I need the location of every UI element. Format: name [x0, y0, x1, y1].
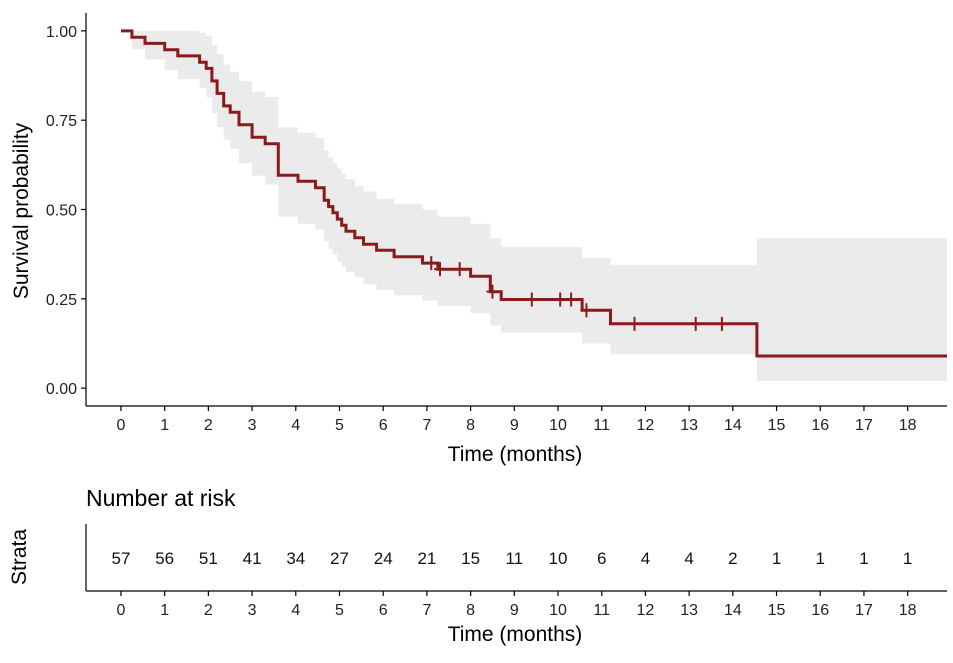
risk-table-title: Number at risk — [86, 485, 236, 511]
risk-count: 4 — [641, 549, 650, 568]
risk-count: 2 — [728, 549, 737, 568]
x-axis-title: Time (months) — [448, 443, 583, 466]
censor-mark — [580, 303, 593, 318]
x-tick-label: 17 — [855, 417, 873, 434]
risk-x-tick-label: 16 — [811, 602, 829, 619]
x-tick-label: 8 — [466, 417, 475, 434]
risk-x-tick-label: 11 — [593, 602, 610, 619]
risk-x-tick-label: 1 — [160, 602, 169, 619]
risk-x-tick-label: 17 — [855, 602, 873, 619]
y-tick-label: 0.75 — [46, 113, 77, 130]
risk-x-tick-label: 10 — [549, 602, 567, 619]
censor-mark — [554, 292, 567, 307]
censor-mark — [525, 292, 538, 307]
risk-table-x-title: Time (months) — [448, 623, 583, 646]
censor-mark — [565, 292, 578, 307]
risk-x-tick-label: 4 — [291, 602, 300, 619]
risk-count: 51 — [199, 549, 218, 568]
survival-curve — [121, 29, 947, 358]
risk-x-tick-label: 6 — [379, 602, 388, 619]
risk-table: Number at risk Strata 57 56 51 41 34 27 24 21 15… — [8, 485, 947, 646]
x-tick-label: 18 — [899, 417, 917, 434]
x-tick-label: 14 — [724, 417, 742, 434]
x-tick-label: 3 — [248, 417, 257, 434]
risk-x-tick-label: 14 — [724, 602, 742, 619]
x-ticks: 0 1 2 3 4 5 6 7 8 9 10 11 12 13 14 15 16 17 18 — [117, 406, 917, 434]
risk-count: 34 — [286, 549, 305, 568]
risk-count: 57 — [112, 549, 131, 568]
risk-count: 15 — [461, 549, 480, 568]
risk-x-tick-label: 8 — [466, 602, 475, 619]
censor-mark — [486, 284, 499, 299]
x-tick-label: 9 — [510, 417, 519, 434]
x-tick-label: 4 — [291, 417, 300, 434]
y-tick-label: 0.25 — [46, 292, 77, 309]
x-tick-label: 12 — [637, 417, 655, 434]
risk-count: 4 — [684, 549, 693, 568]
risk-count: 11 — [505, 549, 523, 568]
x-tick-label: 0 — [117, 417, 126, 434]
x-tick-label: 13 — [680, 417, 698, 434]
risk-count: 10 — [549, 549, 568, 568]
x-tick-label: 6 — [379, 417, 388, 434]
risk-x-tick-label: 5 — [335, 602, 344, 619]
risk-x-tick-label: 7 — [422, 602, 431, 619]
risk-count: 27 — [330, 549, 349, 568]
y-tick-label: 1.00 — [46, 24, 77, 41]
risk-counts: 57 56 51 41 34 27 24 21 15 11 10 6 4 4 2 1 1 1 1 — [112, 549, 913, 568]
risk-count: 21 — [417, 549, 436, 568]
censor-mark — [453, 262, 466, 277]
y-ticks: 0.00 0.25 0.50 0.75 1.00 — [46, 24, 86, 398]
x-tick-label: 1 — [160, 417, 169, 434]
x-tick-label: 2 — [204, 417, 213, 434]
risk-count: 6 — [597, 549, 606, 568]
risk-table-strata-label: Strata — [8, 529, 31, 585]
risk-count: 41 — [243, 549, 262, 568]
censor-mark — [628, 316, 641, 331]
x-tick-label: 16 — [811, 417, 829, 434]
survival-plot: 0.000.250.500.751.00 0 1 2 3 4 5 6 7 8 9 10 11 12 13 1… — [10, 13, 947, 466]
x-tick-label: 7 — [422, 417, 431, 434]
x-tick-label: 15 — [768, 417, 786, 434]
x-tick-label: 5 — [335, 417, 344, 434]
risk-x-ticks: 0 1 2 3 4 5 6 7 8 9 10 11 12 13 14 15 16 17 18 — [117, 591, 917, 619]
risk-count: 56 — [155, 549, 174, 568]
risk-count: 1 — [859, 549, 868, 568]
risk-x-tick-label: 12 — [637, 602, 655, 619]
risk-x-tick-label: 9 — [510, 602, 519, 619]
y-axis-title: Survival probability — [10, 122, 33, 299]
risk-count: 1 — [903, 549, 912, 568]
risk-x-tick-label: 15 — [768, 602, 786, 619]
confidence-band — [121, 30, 947, 382]
risk-x-tick-label: 3 — [248, 602, 257, 619]
risk-x-tick-label: 0 — [117, 602, 126, 619]
x-tick-label: 10 — [549, 417, 567, 434]
risk-x-tick-label: 18 — [899, 602, 917, 619]
censor-marks — [425, 256, 728, 331]
censor-mark — [689, 316, 702, 331]
risk-count: 1 — [772, 549, 781, 568]
risk-x-tick-label: 2 — [204, 602, 213, 619]
risk-count: 24 — [374, 549, 393, 568]
risk-count: 1 — [816, 549, 825, 568]
y-tick-label: 0.50 — [46, 203, 77, 220]
censor-mark — [425, 256, 438, 271]
y-tick-label: 0.00 — [46, 381, 77, 398]
censor-mark — [434, 262, 447, 277]
risk-x-tick-label: 13 — [680, 602, 698, 619]
censor-mark — [715, 316, 728, 331]
x-tick-label: 11 — [593, 417, 610, 434]
